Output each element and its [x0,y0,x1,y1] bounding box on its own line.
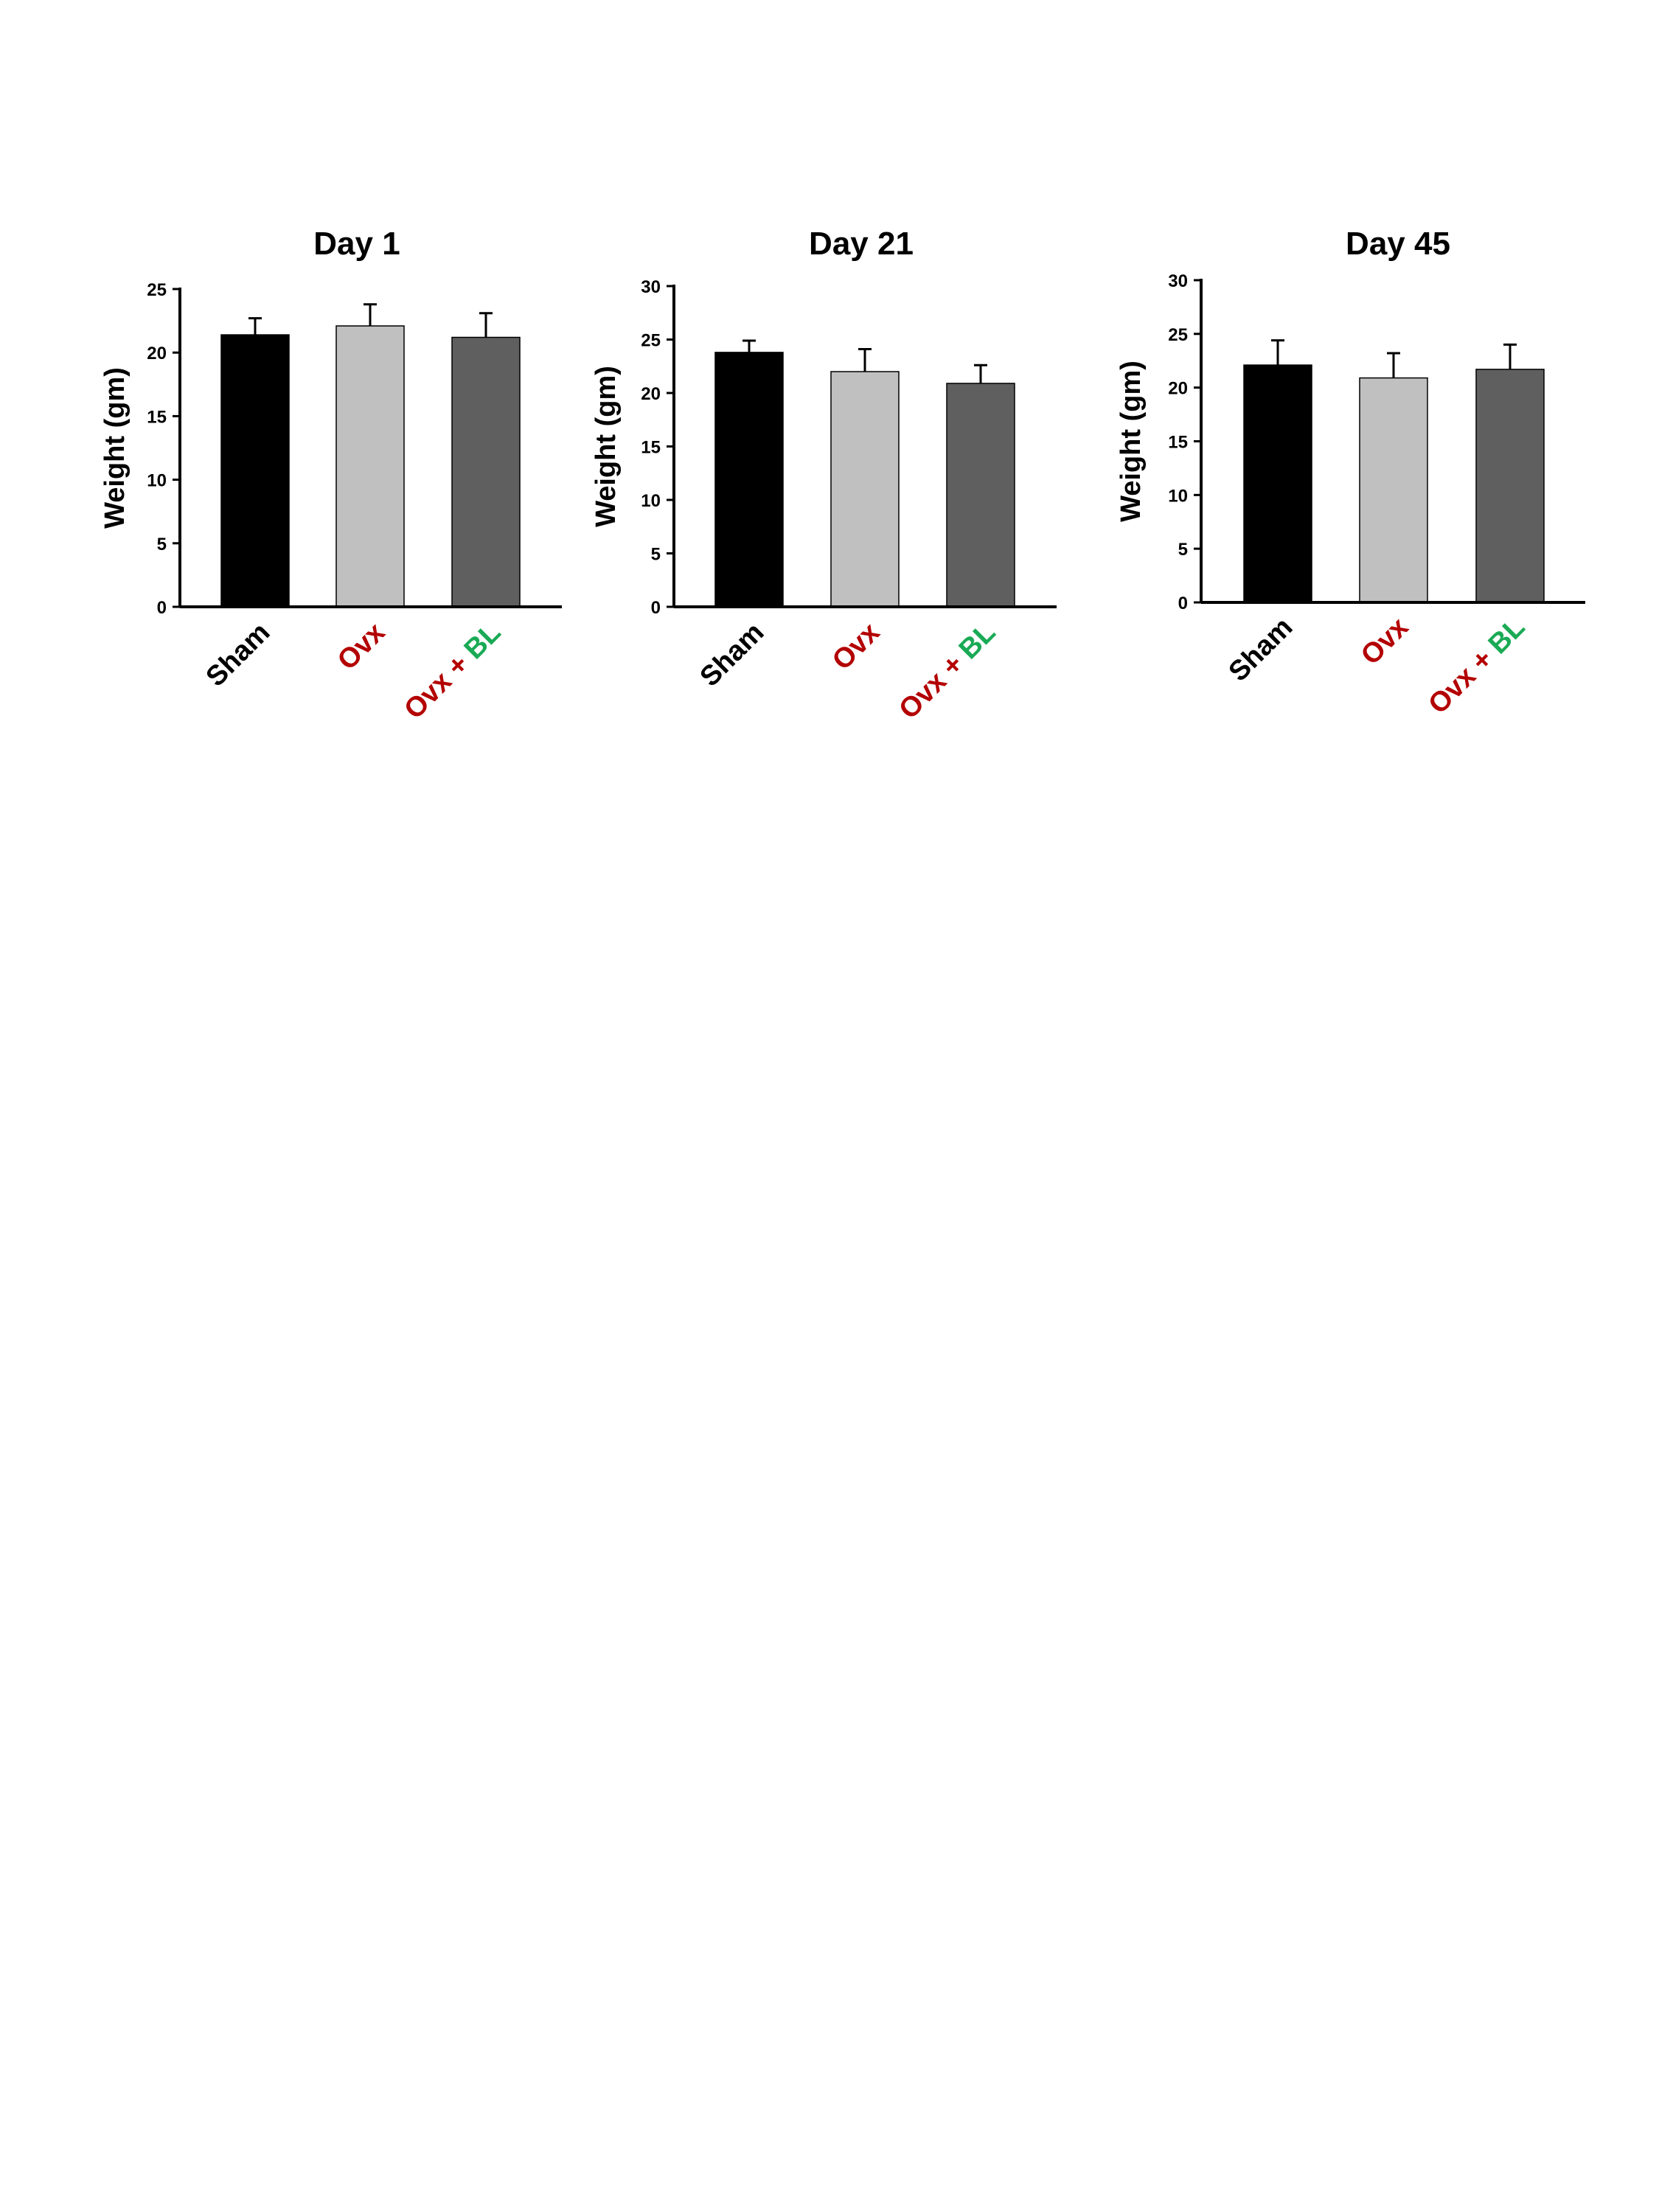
category-label: Ovx [1355,612,1414,671]
y-tick-label: 10 [641,491,661,511]
category-label: Ovx [827,617,886,676]
category-label-part: Ovx [1355,612,1414,671]
y-tick-label: 0 [1178,594,1188,613]
y-tick-label: 10 [147,471,167,491]
y-tick-label: 5 [157,535,167,554]
bar-sham [714,352,784,608]
chart-panel-3: Day 45 0 5 10 15 20 25 30 Weight (gm) Sham Ovx Ovx … [1116,226,1585,720]
category-label-part: Ovx [332,617,391,676]
category-label: Ovx + BL [398,617,507,726]
y-tick-label: 30 [641,277,661,297]
bar-ovx [335,325,405,608]
bar-ovx-bl [1475,369,1545,603]
bar-ovx [1359,377,1428,603]
category-label: Sham [1222,612,1298,688]
category-label-part: Sham [694,617,770,693]
y-tick-label: 25 [641,331,661,351]
y-tick-label: 30 [1168,271,1188,291]
bar-ovx-bl [946,383,1015,608]
chart-title: Day 21 [809,226,914,262]
y-tick-label: 25 [147,280,167,300]
y-tick-label: 0 [157,598,167,618]
chart-title: Day 1 [313,226,400,262]
y-tick-label: 15 [147,407,167,427]
y-tick-label: 10 [1168,486,1188,506]
category-label-part: Sham [200,617,276,693]
y-axis-label: Weight (gm) [591,366,622,527]
category-label-part: Ovx + [893,643,975,725]
category-label: Sham [694,617,770,693]
category-label-part: Ovx + [1422,638,1504,720]
bar-ovx [830,371,900,608]
y-tick-label: 20 [641,384,661,404]
category-label: Ovx + BL [893,617,1001,726]
bar-sham [220,334,290,608]
bar-sham [1243,364,1312,603]
y-tick-label: 5 [1178,540,1188,560]
y-tick-label: 0 [651,598,661,618]
y-axis-label: Weight (gm) [100,367,131,529]
chart-title: Day 45 [1346,226,1450,262]
chart-panel-2: Day 21 0 5 10 15 20 25 30 Weight (gm) Sham Ovx Ovx … [591,226,1057,726]
chart-panel-1: Day 1 0 5 10 15 20 25 Weight (gm) Sham Ovx Ovx + B… [100,226,562,726]
category-label: Ovx [332,617,391,676]
category-label: Sham [200,617,276,693]
y-tick-label: 20 [1168,379,1188,399]
y-tick-label: 15 [641,438,661,458]
category-label: Ovx + BL [1422,612,1531,720]
y-axis-label: Weight (gm) [1116,361,1147,522]
category-label-part: Ovx + [398,643,480,725]
category-label-part: Sham [1222,612,1298,688]
bar-ovx-bl [451,336,521,608]
y-tick-label: 25 [1168,325,1188,345]
category-label-part: Ovx [827,617,886,676]
y-tick-label: 15 [1168,433,1188,453]
y-tick-label: 5 [651,545,661,565]
y-tick-label: 20 [147,344,167,364]
